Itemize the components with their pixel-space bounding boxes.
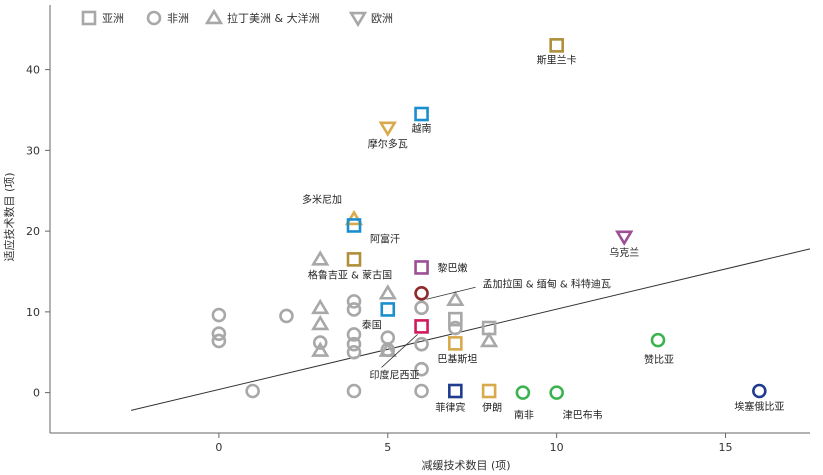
data-point-africa xyxy=(346,294,362,309)
x-tick-label: 15 xyxy=(719,441,733,454)
data-point-africa xyxy=(346,336,362,352)
point-label: 孟加拉国 & 缅甸 & 科特迪瓦 xyxy=(483,277,611,290)
legend-label: 欧洲 xyxy=(371,12,393,25)
data-point-africa xyxy=(515,385,531,400)
legend-label: 拉丁美洲 & 大洋洲 xyxy=(227,11,320,25)
data-point-latam xyxy=(311,250,330,266)
leader-line xyxy=(381,334,418,368)
data-point-africa xyxy=(414,361,429,377)
data-point-africa xyxy=(346,344,362,360)
point-label: 南非 xyxy=(514,409,534,422)
point-label: 菲律宾 xyxy=(435,401,465,414)
data-point-africa xyxy=(211,333,227,349)
data-point-latam xyxy=(446,290,465,307)
data-point-asia xyxy=(346,252,362,267)
data-point-asia xyxy=(448,383,463,399)
point-label: 埃塞俄比亚 xyxy=(734,400,784,413)
point-label: 多米尼加 xyxy=(302,193,342,206)
y-tick-label: 40 xyxy=(26,64,40,77)
data-point-africa xyxy=(414,336,429,352)
point-label: 乌克兰 xyxy=(609,246,639,259)
data-point-africa xyxy=(346,327,362,342)
data-point-latam xyxy=(378,341,397,357)
axes: 0 5 10 15 0 10 20 30 40 xyxy=(26,5,810,454)
data-point-africa xyxy=(211,307,227,323)
data-point-asia xyxy=(346,218,362,233)
data-point-europe xyxy=(615,230,634,246)
legend: 亚洲 非洲 拉丁美洲 & 大洋洲 欧洲 xyxy=(81,8,393,28)
x-tick-label: 5 xyxy=(384,441,391,454)
data-point-africa xyxy=(448,320,463,336)
data-point-latam xyxy=(378,284,397,300)
data-point-latam xyxy=(311,314,330,331)
data-point-africa xyxy=(414,285,429,301)
point-label: 格鲁吉亚 & 蒙古国 xyxy=(308,268,392,281)
legend-label: 非洲 xyxy=(167,12,189,25)
legend-marker-asia xyxy=(81,10,97,26)
data-point-africa xyxy=(414,300,429,316)
x-tick-label: 10 xyxy=(550,441,564,454)
data-point-africa xyxy=(752,383,767,399)
legend-label: 亚洲 xyxy=(102,12,124,25)
data-point-europe xyxy=(378,121,397,137)
data-point-latam xyxy=(311,341,330,357)
data-point-asia xyxy=(414,319,429,334)
data-point-asia xyxy=(481,383,497,399)
x-axis-title: 减缓技术数目 (项) xyxy=(421,459,510,472)
y-tick-label: 20 xyxy=(26,225,40,238)
y-tick-label: 30 xyxy=(26,144,40,157)
point-label: 印度尼西亚 xyxy=(370,368,420,381)
y-tick-label: 0 xyxy=(33,387,40,400)
data-point-africa xyxy=(245,383,260,399)
point-label: 巴基斯坦 xyxy=(437,352,477,365)
x-tick-label: 0 xyxy=(215,441,222,454)
point-label: 阿富汗 xyxy=(370,232,400,245)
leader-line xyxy=(426,286,476,300)
point-label: 泰国 xyxy=(362,318,382,331)
data-point-africa xyxy=(549,385,564,400)
trendline xyxy=(130,248,811,411)
data-point-africa xyxy=(414,383,429,399)
data-point-africa xyxy=(346,383,362,399)
data-point-asia xyxy=(380,302,396,317)
data-point-latam xyxy=(311,298,330,315)
data-point-africa xyxy=(211,326,227,341)
data-point-africa xyxy=(279,308,294,324)
data-point-africa xyxy=(346,302,362,317)
data-points xyxy=(211,38,767,400)
data-point-asia xyxy=(414,260,429,275)
point-label: 赞比亚 xyxy=(644,353,674,366)
data-point-africa xyxy=(312,335,328,350)
data-point-asia xyxy=(414,106,429,122)
point-label: 黎巴嫩 xyxy=(438,261,468,274)
data-point-asia xyxy=(448,311,463,327)
data-point-asia xyxy=(549,38,564,53)
point-label: 伊朗 xyxy=(482,402,502,414)
point-label: 津巴布韦 xyxy=(563,410,603,422)
legend-marker-africa xyxy=(146,10,162,26)
data-point-africa xyxy=(650,332,666,348)
trendline-group xyxy=(130,248,811,411)
point-label: 斯里兰卡 xyxy=(537,53,577,66)
point-label: 越南 xyxy=(412,122,432,135)
y-tick-label: 10 xyxy=(26,306,40,319)
point-label: 摩尔多瓦 xyxy=(368,138,408,151)
data-point-latam xyxy=(479,331,499,348)
legend-marker-latam xyxy=(204,8,224,25)
y-axis-title: 适应技术数目 (项) xyxy=(2,172,16,261)
legend-marker-europe xyxy=(348,11,368,28)
data-point-asia xyxy=(448,336,463,351)
